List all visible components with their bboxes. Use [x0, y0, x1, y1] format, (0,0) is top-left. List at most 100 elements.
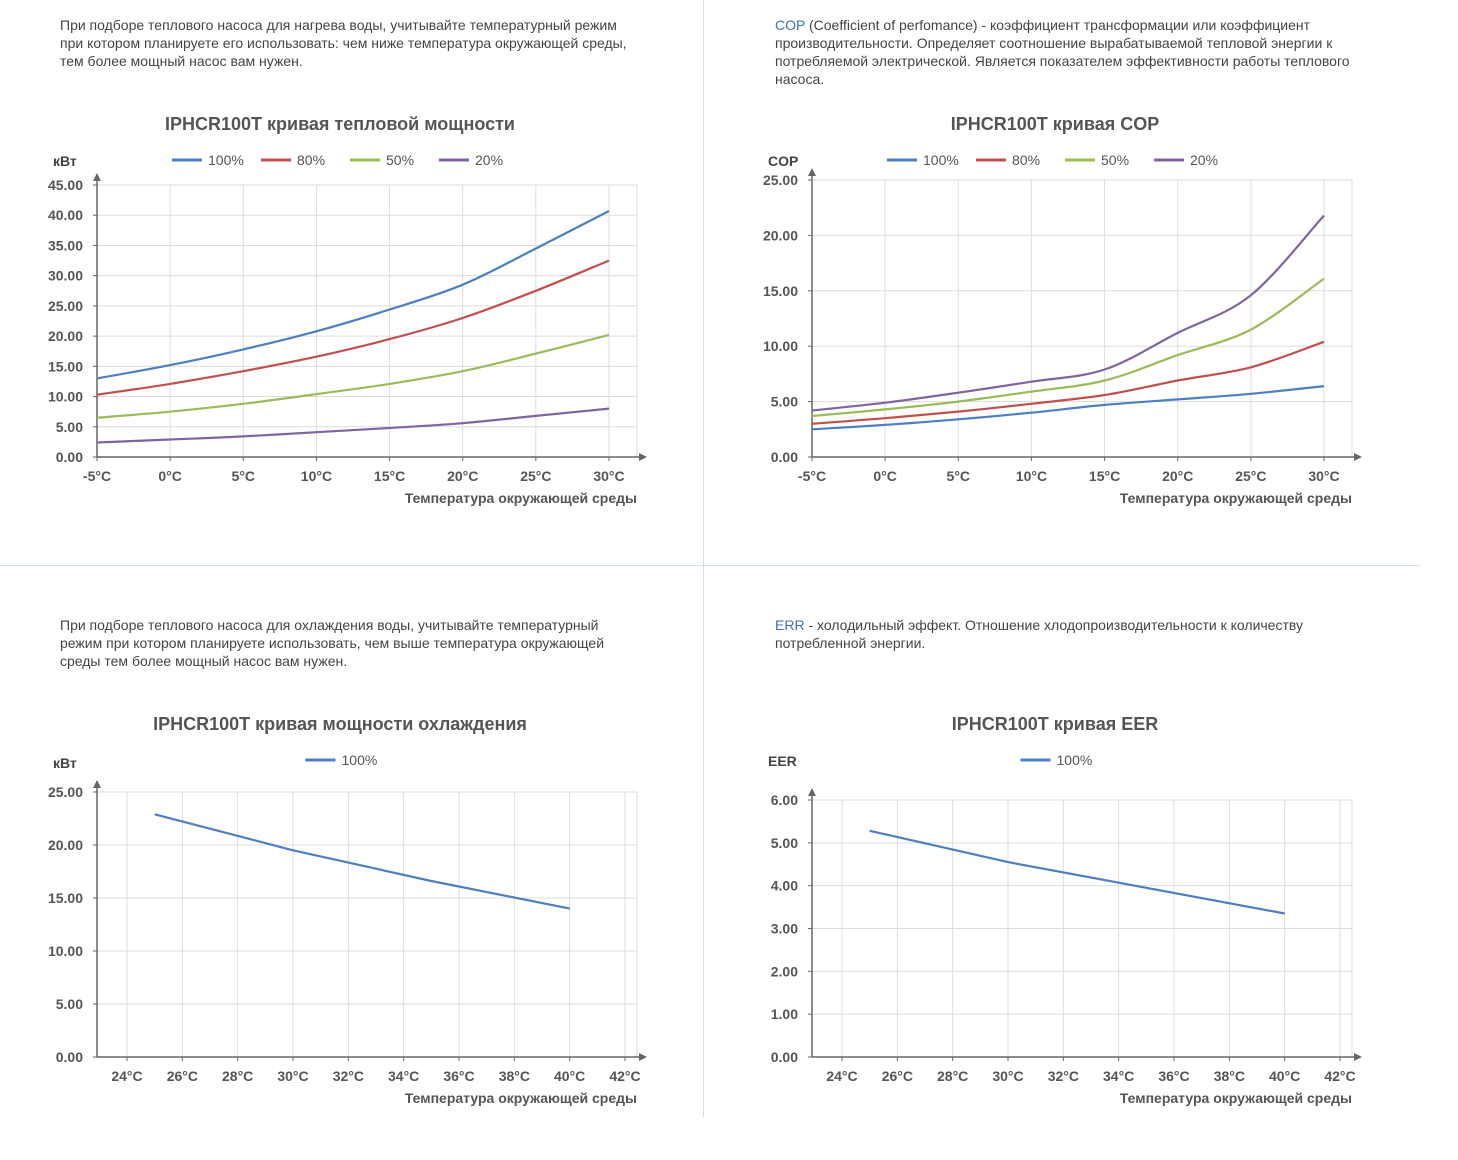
y-axis-arrow — [808, 788, 816, 796]
y-tick-label: 25.00 — [48, 784, 83, 800]
y-tick-label: 0.00 — [56, 1049, 83, 1065]
heat-description-text: При подборе теплового насоса для нагрева… — [60, 17, 627, 69]
x-tick-label: 5°C — [232, 468, 256, 484]
x-axis-arrow — [1354, 453, 1362, 461]
y-axis-arrow — [93, 173, 101, 181]
x-tick-label: 30°C — [593, 468, 624, 484]
y-tick-label: 10.00 — [48, 389, 83, 405]
y-tick-label: 5.00 — [56, 996, 83, 1012]
chart-title: IPHCR100T кривая мощности охлаждения — [153, 714, 527, 734]
x-tick-label: 38°C — [499, 1068, 530, 1084]
x-tick-label: 26°C — [167, 1068, 198, 1084]
y-tick-label: 45.00 — [48, 177, 83, 193]
y-tick-label: 35.00 — [48, 237, 83, 253]
x-tick-label: 25°C — [520, 468, 551, 484]
y-tick-label: 0.00 — [56, 449, 83, 465]
series-line-20pct — [96, 407, 610, 444]
series-line-80pct — [811, 340, 1325, 425]
x-tick-label: 30°C — [992, 1068, 1023, 1084]
x-tick-label: 24°C — [111, 1068, 142, 1084]
heat-description: При подборе теплового насоса для нагрева… — [60, 16, 640, 70]
legend-label: 100% — [923, 152, 959, 168]
y-axis-label: кВт — [53, 755, 77, 771]
chart-title: IPHCR100T кривая COP — [951, 114, 1159, 134]
x-tick-label: 0°C — [873, 468, 897, 484]
y-tick-label: 20.00 — [763, 227, 798, 243]
y-tick-label: 30.00 — [48, 268, 83, 284]
x-tick-label: 30°C — [1308, 468, 1339, 484]
x-axis-arrow — [1354, 1053, 1362, 1061]
cooling-power-chart: IPHCR100T кривая мощности охлаждения 100%… — [48, 714, 647, 1106]
x-axis-label: Температура окружающей среды — [405, 490, 637, 506]
x-tick-label: 24°C — [826, 1068, 857, 1084]
legend-label: 100% — [208, 152, 244, 168]
x-tick-label: 42°C — [1324, 1068, 1355, 1084]
x-tick-label: 25°C — [1235, 468, 1266, 484]
x-tick-label: 15°C — [1089, 468, 1120, 484]
cop-description: COP (Coefficient of perfomance) - коэффи… — [775, 16, 1355, 88]
x-tick-label: 36°C — [1158, 1068, 1189, 1084]
panel-eer: ERR - холодильный эффект. Отношение хлод… — [715, 600, 1418, 1160]
y-tick-label: 10.00 — [763, 338, 798, 354]
x-tick-label: 15°C — [374, 468, 405, 484]
y-tick-label: 0.00 — [771, 449, 798, 465]
cool-description: При подборе теплового насоса для охлажде… — [60, 616, 640, 670]
panel-cool: При подборе теплового насоса для охлажде… — [0, 600, 703, 1160]
y-tick-label: 3.00 — [771, 921, 798, 937]
legend-label: 80% — [1012, 152, 1040, 168]
x-axis-arrow — [639, 453, 647, 461]
x-axis-label: Температура окружающей среды — [1120, 1090, 1352, 1106]
x-axis-label: Температура окружающей среды — [405, 1090, 637, 1106]
y-tick-label: 4.00 — [771, 878, 798, 894]
x-tick-label: 38°C — [1214, 1068, 1245, 1084]
x-tick-label: 5°C — [947, 468, 971, 484]
y-tick-label: 40.00 — [48, 207, 83, 223]
series-line-100pct — [154, 813, 570, 910]
legend-label: 20% — [475, 152, 503, 168]
x-tick-label: 10°C — [301, 468, 332, 484]
series-line-100pct — [869, 829, 1285, 915]
x-axis-label: Температура окружающей среды — [1120, 490, 1352, 506]
x-tick-label: 32°C — [1048, 1068, 1079, 1084]
y-tick-label: 10.00 — [48, 943, 83, 959]
legend-label: 50% — [386, 152, 414, 168]
legend-label: 100% — [342, 752, 378, 768]
series-line-50pct — [96, 333, 610, 419]
legend-label: 50% — [1101, 152, 1129, 168]
y-tick-label: 0.00 — [771, 1049, 798, 1065]
legend-label: 20% — [1190, 152, 1218, 168]
series-line-20pct — [811, 214, 1325, 412]
eer-description-text: - холодильный эффект. Отношение хлодопро… — [775, 617, 1304, 651]
horizontal-divider — [0, 565, 1420, 566]
y-tick-label: 20.00 — [48, 837, 83, 853]
x-tick-label: -5°C — [83, 468, 111, 484]
x-tick-label: 34°C — [1103, 1068, 1134, 1084]
heat-power-chart: IPHCR100T кривая тепловой мощности 100% 80… — [48, 114, 647, 506]
y-tick-label: 20.00 — [48, 328, 83, 344]
y-tick-label: 15.00 — [48, 890, 83, 906]
vertical-divider — [703, 0, 704, 1117]
y-tick-label: 15.00 — [763, 283, 798, 299]
x-tick-label: 10°C — [1016, 468, 1047, 484]
x-tick-label: 26°C — [882, 1068, 913, 1084]
y-tick-label: 25.00 — [48, 298, 83, 314]
x-tick-label: 34°C — [388, 1068, 419, 1084]
x-tick-label: 0°C — [158, 468, 182, 484]
x-tick-label: 20°C — [1162, 468, 1193, 484]
cop-term: COP — [775, 17, 806, 33]
y-axis-label: EER — [768, 753, 797, 769]
x-tick-label: 36°C — [443, 1068, 474, 1084]
x-axis-arrow — [639, 1053, 647, 1061]
y-axis-arrow — [93, 780, 101, 788]
y-tick-label: 5.00 — [771, 394, 798, 410]
chart-title: IPHCR100T кривая EER — [952, 714, 1158, 734]
x-tick-label: 40°C — [1269, 1068, 1300, 1084]
chart-title: IPHCR100T кривая тепловой мощности — [165, 114, 515, 134]
y-tick-label: 5.00 — [771, 835, 798, 851]
y-axis-label: COP — [768, 153, 798, 169]
cop-description-text: (Coefficient of perfomance) - коэффициен… — [775, 17, 1350, 87]
legend-label: 80% — [297, 152, 325, 168]
x-tick-label: 28°C — [222, 1068, 253, 1084]
plot-area — [96, 184, 638, 458]
eer-term: ERR — [775, 617, 805, 633]
